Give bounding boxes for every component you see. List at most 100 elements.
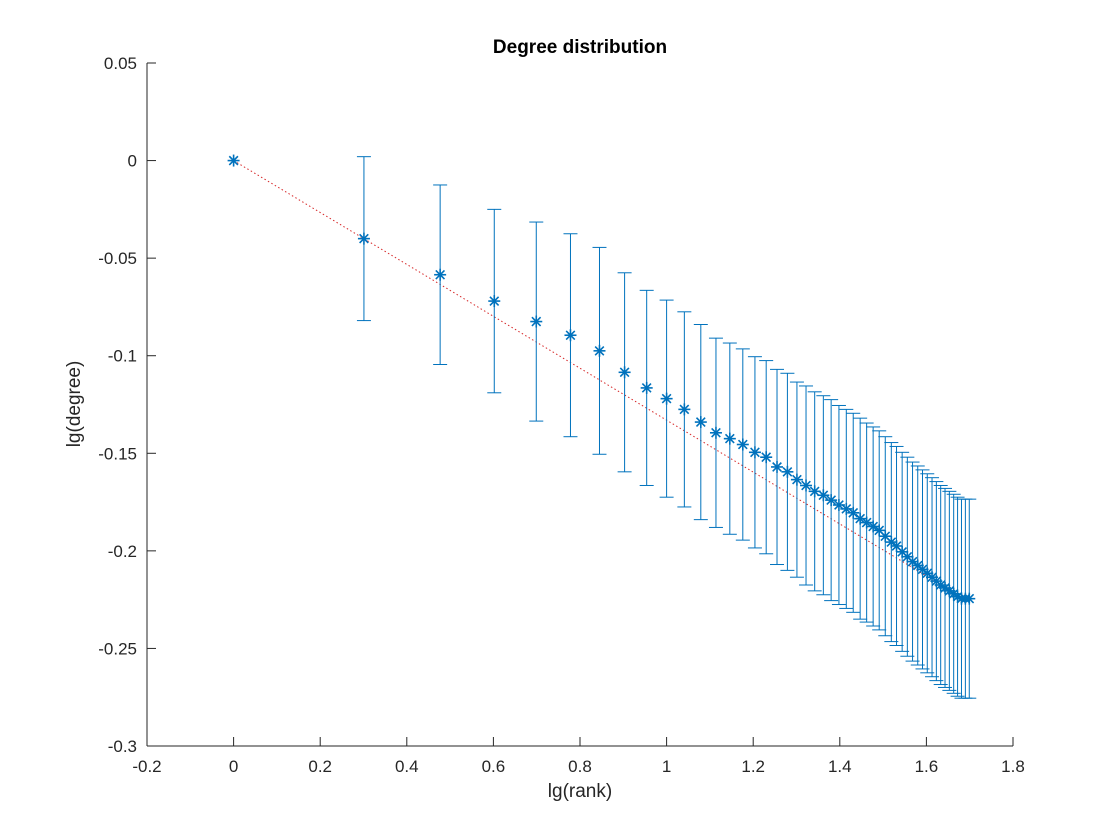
data-point (618, 366, 631, 379)
data-point (227, 154, 240, 167)
marker-stroke (912, 560, 923, 571)
marker-stroke (917, 564, 928, 575)
data-point (771, 460, 784, 473)
marker-stroke (435, 269, 446, 280)
marker-stroke (855, 513, 866, 524)
marker-stroke (801, 480, 811, 491)
y-tick-label: 0.05 (104, 54, 137, 73)
fit-line (233, 160, 970, 603)
marker-stroke (359, 233, 369, 244)
y-tick-label: -0.2 (108, 542, 137, 561)
marker-stroke (565, 330, 576, 341)
x-tick-label: 0.2 (308, 757, 332, 776)
y-tick-label: 0 (128, 152, 137, 171)
y-tick-label: -0.15 (98, 444, 137, 463)
data-point (488, 295, 501, 308)
data-point (800, 479, 813, 492)
data-point (640, 381, 653, 394)
marker-stroke (848, 507, 859, 518)
data-point (825, 494, 838, 507)
data-point (357, 232, 370, 245)
marker-stroke (874, 525, 885, 536)
marker-stroke (737, 439, 748, 450)
x-tick-label: 1.4 (828, 757, 852, 776)
marker-layer (227, 154, 976, 605)
marker-stroke (922, 568, 933, 579)
marker-stroke (594, 345, 605, 356)
marker-stroke (902, 551, 913, 562)
data-point (694, 416, 707, 429)
x-tick-label: 0.4 (395, 757, 419, 776)
x-tick-label: 1 (662, 757, 671, 776)
marker-stroke (695, 417, 706, 427)
marker-stroke (940, 583, 950, 593)
data-point (678, 403, 691, 416)
y-tick-label: -0.05 (98, 249, 137, 268)
marker-stroke (809, 486, 820, 497)
fit-line-layer (233, 160, 970, 603)
marker-stroke (818, 490, 829, 501)
y-tick-label: -0.25 (98, 639, 137, 658)
marker-stroke (619, 367, 630, 378)
data-point (817, 489, 830, 502)
marker-stroke (531, 316, 542, 327)
data-point (709, 426, 722, 439)
x-tick-label: 1.6 (915, 757, 939, 776)
marker-stroke (868, 521, 879, 532)
data-point (723, 432, 736, 445)
errorbar-layer (356, 156, 977, 699)
marker-stroke (861, 517, 872, 528)
data-point (434, 268, 447, 281)
data-point (564, 329, 577, 342)
y-tick-label: -0.1 (108, 347, 137, 366)
data-point (781, 465, 794, 478)
data-point (530, 315, 543, 328)
data-point (854, 512, 867, 525)
marker-stroke (964, 593, 975, 604)
marker-stroke (228, 155, 239, 166)
data-point (790, 473, 803, 486)
marker-stroke (679, 404, 690, 415)
marker-stroke (641, 383, 652, 393)
marker-stroke (661, 393, 672, 404)
marker-stroke (761, 452, 772, 463)
x-tick-label: 0.8 (568, 757, 592, 776)
marker-stroke (886, 537, 897, 547)
x-tick-label: 0 (229, 757, 238, 776)
data-point (760, 451, 773, 464)
data-point (867, 520, 880, 533)
marker-stroke (782, 466, 793, 477)
data-point (896, 545, 909, 558)
data-point (840, 502, 853, 515)
marker-stroke (711, 427, 721, 438)
axes: -0.2 0 0.2 0.4 0.6 0.8 1 1.2 1.4 1.6 1.8 -0.3 -0.25 -… (98, 54, 1025, 776)
data-point (860, 516, 873, 529)
marker-stroke (792, 474, 802, 485)
y-axis-label: lg(degree) (64, 361, 85, 448)
marker-stroke (880, 531, 891, 542)
marker-stroke (489, 296, 500, 306)
data-point (736, 438, 749, 451)
marker-stroke (826, 495, 837, 506)
x-tick-label: 1.8 (1001, 757, 1025, 776)
data-point (748, 446, 761, 459)
marker-stroke (750, 447, 760, 458)
data-point (660, 392, 673, 405)
x-tick-label: -0.2 (132, 757, 161, 776)
marker-stroke (952, 591, 963, 602)
chart-title: Degree distribution (493, 37, 667, 58)
x-axis-label: lg(rank) (548, 781, 612, 802)
x-tick-label: 0.6 (482, 757, 506, 776)
x-tick-label: 1.2 (741, 757, 765, 776)
marker-stroke (834, 500, 844, 510)
data-point (963, 592, 976, 605)
marker-stroke (944, 585, 955, 596)
marker-stroke (907, 556, 918, 567)
marker-stroke (841, 504, 852, 514)
marker-stroke (897, 546, 908, 557)
marker-stroke (772, 462, 782, 472)
marker-stroke (891, 541, 902, 551)
y-tick-label: -0.3 (108, 737, 137, 756)
data-point (593, 344, 606, 357)
